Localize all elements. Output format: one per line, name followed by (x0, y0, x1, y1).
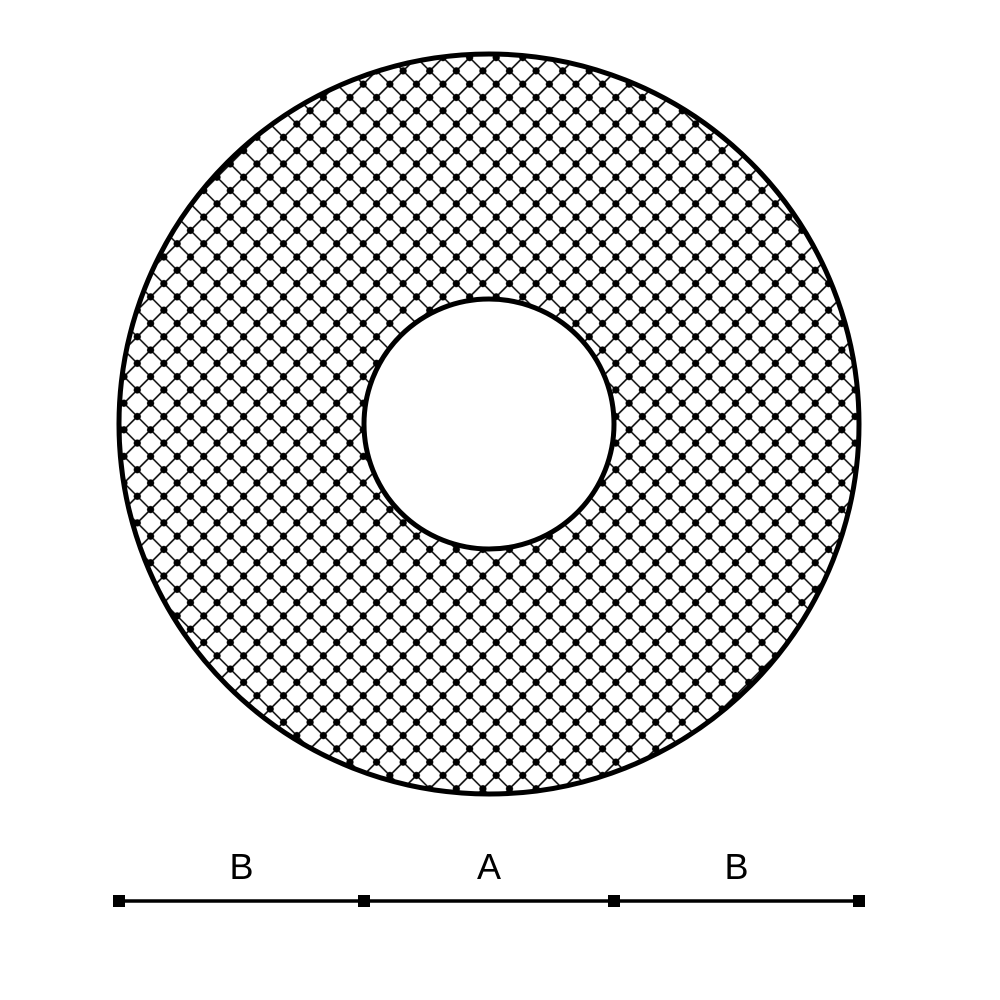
dimension-tick (853, 895, 865, 907)
dimension-line: BAB (113, 846, 865, 907)
diagram-canvas: BAB (0, 0, 1000, 1000)
dimension-tick (358, 895, 370, 907)
dimension-label-b: B (724, 846, 748, 887)
dimension-tick (113, 895, 125, 907)
inner-circle (364, 299, 614, 549)
dimension-label-a: A (477, 846, 501, 887)
dimension-label-b: B (229, 846, 253, 887)
dimension-tick (608, 895, 620, 907)
